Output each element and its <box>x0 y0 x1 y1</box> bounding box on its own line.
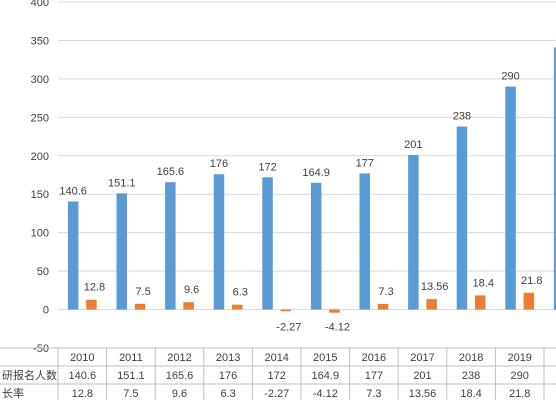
table-cell: 151.1 <box>117 370 145 382</box>
y-tick-label: 250 <box>31 112 49 124</box>
y-tick-label: 150 <box>31 189 49 201</box>
bar-growth-rate <box>86 300 97 310</box>
y-tick-label: 0 <box>43 305 49 317</box>
table-cell: 176 <box>219 370 237 382</box>
bar-growth-rate <box>426 299 437 309</box>
x-category-label: 2017 <box>410 352 434 364</box>
x-category-label: 2010 <box>70 352 94 364</box>
table-cell: 164.9 <box>312 370 340 382</box>
y-tick-label: 300 <box>31 74 49 86</box>
bar-applicants <box>68 201 79 309</box>
bar-growth-rate <box>524 293 535 310</box>
data-label-applicants: 176 <box>210 158 228 170</box>
y-tick-label: 200 <box>31 151 49 163</box>
data-label-growth-rate: 9.6 <box>184 284 199 296</box>
series-name: 长率 <box>2 386 24 400</box>
table-cell: 238 <box>462 370 480 382</box>
table-cell: 7.5 <box>123 388 138 400</box>
y-tick-label: 400 <box>31 0 49 9</box>
table-cell: 165.6 <box>166 370 194 382</box>
table-cell: 6.3 <box>220 388 235 400</box>
bar-applicants <box>360 173 371 309</box>
table-cell: 177 <box>365 370 383 382</box>
y-tick-label: -50 <box>33 343 49 355</box>
x-category-label: 2012 <box>167 352 191 364</box>
bar-growth-rate <box>378 304 389 310</box>
data-label-growth-rate: -4.12 <box>325 322 350 334</box>
bar-applicants <box>311 183 322 310</box>
bar-growth-rate <box>183 302 194 309</box>
data-label-growth-rate: 21.8 <box>521 275 542 287</box>
x-category-label: 2019 <box>507 352 531 364</box>
bar-applicants <box>165 182 176 309</box>
table-cell: -4.12 <box>313 388 338 400</box>
data-label-growth-rate: 12.8 <box>84 282 105 294</box>
x-category-label: 2015 <box>313 352 337 364</box>
data-label-growth-rate: -2.27 <box>276 322 301 334</box>
table-cell: 9.6 <box>172 388 187 400</box>
data-label-applicants: 290 <box>501 71 519 83</box>
data-label-applicants: 151.1 <box>108 177 136 189</box>
bar-growth-rate <box>281 310 292 312</box>
x-category-label: 2014 <box>264 352 288 364</box>
data-label-applicants: 172 <box>258 161 276 173</box>
series-name: 研报名人数 <box>2 368 57 382</box>
bar-growth-rate <box>329 310 340 313</box>
bar-applicants <box>408 155 419 310</box>
table-cell: 13.56 <box>409 388 437 400</box>
data-label-growth-rate: 18.4 <box>473 277 494 289</box>
y-tick-label: 50 <box>37 266 49 278</box>
data-label-applicants: 238 <box>453 111 471 123</box>
table-cell: 290 <box>511 370 529 382</box>
y-tick-label: 100 <box>31 228 49 240</box>
x-category-label: 2013 <box>216 352 240 364</box>
table-cell: 140.6 <box>69 370 97 382</box>
bar-growth-rate <box>475 295 486 309</box>
data-label-growth-rate: 7.5 <box>135 286 150 298</box>
bar-applicants <box>262 177 273 309</box>
data-label-growth-rate: 13.56 <box>421 281 449 293</box>
table-cell: 7.3 <box>366 388 381 400</box>
bar-growth-rate <box>135 304 146 310</box>
y-tick-label: 350 <box>31 35 49 47</box>
data-label-applicants: 140.6 <box>59 185 87 197</box>
data-label-growth-rate: 6.3 <box>233 287 248 299</box>
bar-applicants <box>457 127 468 310</box>
table-cell: 21.8 <box>509 388 530 400</box>
table-cell: -2.27 <box>264 388 289 400</box>
data-label-applicants: 164.9 <box>302 167 330 179</box>
table-cell: 172 <box>268 370 286 382</box>
bar-applicants <box>214 174 225 309</box>
x-category-label: 2018 <box>459 352 483 364</box>
bar-growth-rate <box>232 305 243 310</box>
data-label-growth-rate: 7.3 <box>378 286 393 298</box>
data-label-applicants: 165.6 <box>157 166 185 178</box>
table-cell: 18.4 <box>460 388 481 400</box>
bar-applicants <box>505 87 516 310</box>
table-cell: 12.8 <box>72 388 93 400</box>
data-label-applicants: 201 <box>404 139 422 151</box>
data-label-applicants: 177 <box>356 157 374 169</box>
x-category-label: 2011 <box>119 352 143 364</box>
bar-applicants <box>117 193 128 309</box>
x-category-label: 2016 <box>362 352 386 364</box>
table-cell: 201 <box>413 370 431 382</box>
